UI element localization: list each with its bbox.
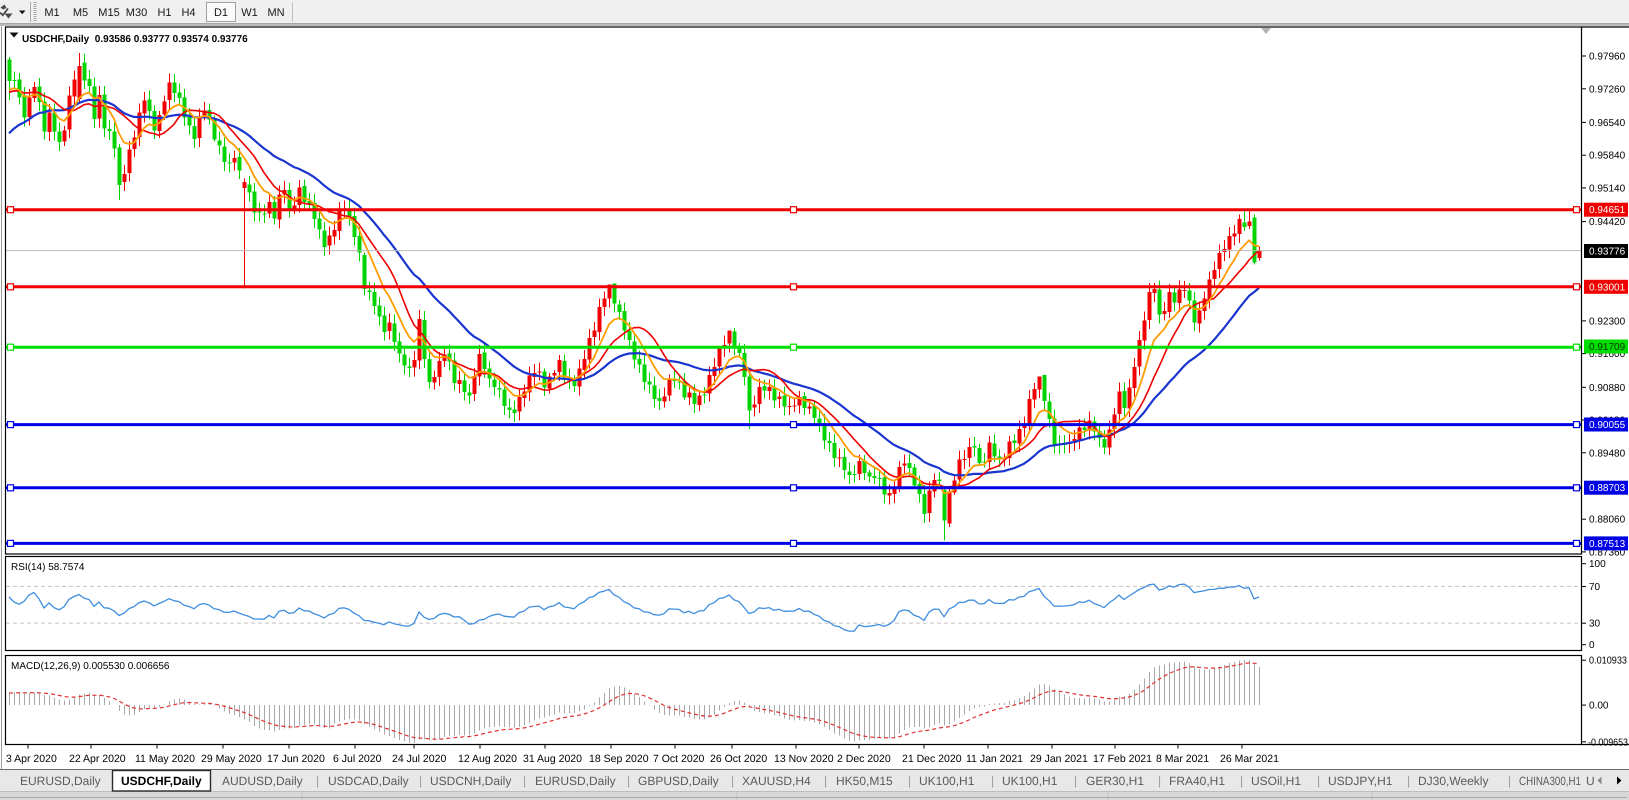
svg-text:H4: H4	[181, 7, 195, 19]
svg-text:0.94651: 0.94651	[1589, 205, 1626, 216]
svg-text:U: U	[1586, 774, 1595, 788]
svg-text:XAUUSD,H4: XAUUSD,H4	[742, 774, 811, 788]
svg-text:0.88060: 0.88060	[1589, 515, 1626, 526]
svg-text:|: |	[1508, 774, 1511, 788]
svg-text:H1: H1	[157, 7, 171, 19]
svg-text:0.93776: 0.93776	[1589, 247, 1626, 258]
svg-text:HK50,M15: HK50,M15	[836, 774, 893, 788]
svg-text:0.97260: 0.97260	[1589, 84, 1626, 95]
svg-text:12 Aug 2020: 12 Aug 2020	[458, 753, 517, 765]
svg-text:M15: M15	[98, 7, 119, 19]
svg-text:USDJPY,H1: USDJPY,H1	[1328, 774, 1393, 788]
svg-text:|: |	[1074, 774, 1077, 788]
svg-text:100: 100	[1589, 559, 1606, 570]
svg-text:CHINA300,H1: CHINA300,H1	[1519, 774, 1581, 788]
svg-text:FRA40,H1: FRA40,H1	[1169, 774, 1225, 788]
svg-text:0.90055: 0.90055	[1589, 420, 1626, 431]
svg-text:D1: D1	[214, 7, 228, 19]
svg-text:UK100,H1: UK100,H1	[1002, 774, 1058, 788]
svg-text:24 Jul 2020: 24 Jul 2020	[392, 753, 446, 765]
svg-text:6 Jul 2020: 6 Jul 2020	[333, 753, 382, 765]
svg-text:|: |	[908, 774, 911, 788]
svg-text:0: 0	[1589, 640, 1595, 651]
svg-text:17 Feb 2021: 17 Feb 2021	[1093, 753, 1152, 765]
svg-text:EURUSD,Daily: EURUSD,Daily	[20, 774, 101, 788]
svg-text:|: |	[824, 774, 827, 788]
svg-text:0.93001: 0.93001	[1589, 282, 1626, 293]
svg-text:29 May 2020: 29 May 2020	[201, 753, 262, 765]
svg-text:-0.009653: -0.009653	[1588, 737, 1628, 748]
svg-text:|: |	[419, 774, 422, 788]
svg-text:70: 70	[1589, 582, 1601, 593]
svg-text:MACD(12,26,9) 0.005530 0.00665: MACD(12,26,9) 0.005530 0.006656	[11, 661, 170, 672]
svg-text:0.89480: 0.89480	[1589, 448, 1626, 459]
svg-text:29 Jan 2021: 29 Jan 2021	[1030, 753, 1088, 765]
svg-text:26 Oct 2020: 26 Oct 2020	[710, 753, 767, 765]
svg-text:22 Apr 2020: 22 Apr 2020	[69, 753, 126, 765]
svg-text:0.91600: 0.91600	[1589, 349, 1626, 360]
svg-text:0.00: 0.00	[1589, 701, 1609, 712]
svg-text:|: |	[316, 774, 319, 788]
svg-text:0.95840: 0.95840	[1589, 151, 1626, 162]
svg-text:DJ30,Weekly: DJ30,Weekly	[1418, 774, 1488, 788]
svg-text:0.92300: 0.92300	[1589, 316, 1626, 327]
svg-text:7 Oct 2020: 7 Oct 2020	[653, 753, 705, 765]
svg-text:W1: W1	[241, 7, 258, 19]
svg-text:13 Nov 2020: 13 Nov 2020	[774, 753, 834, 765]
svg-text:0.96540: 0.96540	[1589, 118, 1626, 129]
svg-text:26 Mar 2021: 26 Mar 2021	[1220, 753, 1279, 765]
svg-text:GER30,H1: GER30,H1	[1086, 774, 1144, 788]
svg-text:USDCHF,Daily 0.93586 0.93777: USDCHF,Daily 0.93586 0.93777 0.93574 0.9…	[22, 34, 248, 45]
svg-text:11 May 2020: 11 May 2020	[135, 753, 195, 765]
svg-text:0.88703: 0.88703	[1589, 483, 1626, 494]
svg-text:|: |	[1158, 774, 1161, 788]
svg-text:18 Sep 2020: 18 Sep 2020	[589, 753, 649, 765]
svg-text:EURUSD,Daily: EURUSD,Daily	[535, 774, 616, 788]
svg-text:|: |	[627, 774, 630, 788]
svg-text:0.91709: 0.91709	[1589, 342, 1626, 353]
svg-text:UK100,H1: UK100,H1	[919, 774, 975, 788]
svg-text:USDCHF,Daily: USDCHF,Daily	[121, 774, 202, 788]
svg-text:0.87513: 0.87513	[1589, 539, 1626, 550]
svg-text:M5: M5	[73, 7, 88, 19]
svg-text:|: |	[1317, 774, 1320, 788]
svg-text:USDCNH,Daily: USDCNH,Daily	[430, 774, 511, 788]
svg-text:0.94420: 0.94420	[1589, 217, 1626, 228]
svg-text:30: 30	[1589, 619, 1601, 630]
svg-text:0.95140: 0.95140	[1589, 183, 1626, 194]
svg-text:8 Mar 2021: 8 Mar 2021	[1156, 753, 1209, 765]
svg-text:31 Aug 2020: 31 Aug 2020	[523, 753, 582, 765]
svg-text:|: |	[1240, 774, 1243, 788]
svg-text:|: |	[1407, 774, 1410, 788]
svg-text:MN: MN	[267, 7, 284, 19]
svg-text:3 Apr 2020: 3 Apr 2020	[6, 753, 57, 765]
svg-text:0.90880: 0.90880	[1589, 383, 1626, 394]
svg-text:|: |	[731, 774, 734, 788]
svg-text:M30: M30	[126, 7, 147, 19]
svg-text:0.87360: 0.87360	[1589, 547, 1626, 558]
svg-text:USDCAD,Daily: USDCAD,Daily	[328, 774, 409, 788]
svg-text:|: |	[523, 774, 526, 788]
svg-text:USOil,H1: USOil,H1	[1251, 774, 1301, 788]
svg-text:11 Jan 2021: 11 Jan 2021	[966, 753, 1023, 765]
svg-text:21 Dec 2020: 21 Dec 2020	[902, 753, 962, 765]
svg-text:|: |	[991, 774, 994, 788]
svg-text:2 Dec 2020: 2 Dec 2020	[837, 753, 891, 765]
svg-text:AUDUSD,Daily: AUDUSD,Daily	[222, 774, 303, 788]
svg-text:0.010933: 0.010933	[1589, 656, 1627, 667]
svg-text:M1: M1	[44, 7, 59, 19]
svg-text:RSI(14) 58.7574: RSI(14) 58.7574	[11, 562, 85, 573]
svg-text:GBPUSD,Daily: GBPUSD,Daily	[638, 774, 719, 788]
svg-text:17 Jun 2020: 17 Jun 2020	[267, 753, 325, 765]
svg-text:0.97960: 0.97960	[1589, 52, 1626, 63]
